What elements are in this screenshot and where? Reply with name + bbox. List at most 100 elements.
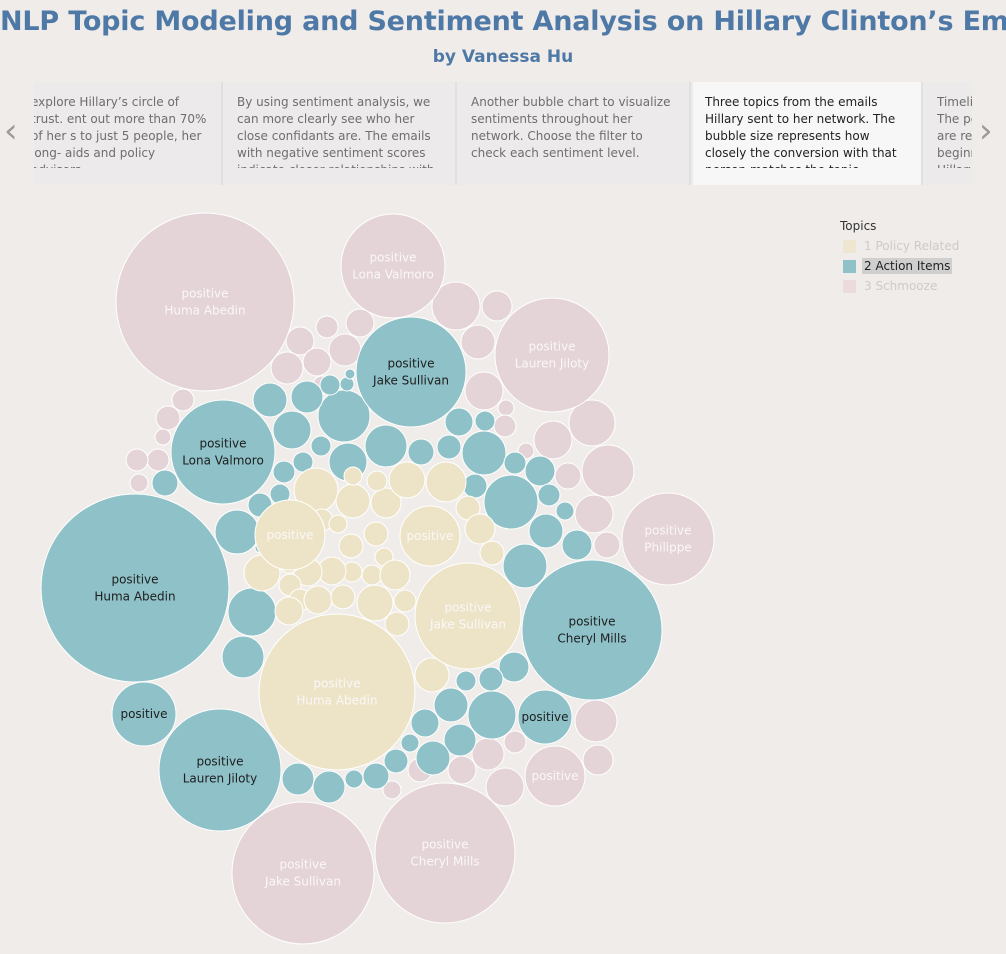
schmooze-filler-bubble[interactable] — [493, 414, 517, 438]
policy-filler-bubble[interactable] — [464, 513, 496, 545]
schmooze-filler-bubble[interactable] — [154, 428, 172, 446]
action-filler-bubble[interactable] — [214, 509, 260, 555]
policy-bubble-jake-sullivan[interactable] — [414, 562, 522, 670]
action-filler-bubble[interactable] — [524, 455, 556, 487]
legend-item-policy-related[interactable]: 1 Policy Related — [840, 236, 961, 256]
action-filler-bubble[interactable] — [433, 687, 469, 723]
action-filler-bubble[interactable] — [528, 513, 564, 549]
policy-filler-bubble[interactable] — [425, 461, 467, 503]
schmooze-filler-bubble[interactable] — [129, 473, 149, 493]
policy-filler-bubble[interactable] — [393, 589, 417, 613]
story-prev-arrow-icon[interactable]: ‹ — [4, 111, 18, 151]
policy-filler-bubble[interactable] — [338, 533, 364, 559]
action-filler-bubble[interactable] — [407, 438, 435, 466]
legend-item-schmooze[interactable]: 3 Schmooze — [840, 276, 961, 296]
action-filler-bubble[interactable] — [221, 635, 265, 679]
policy-filler-bubble[interactable] — [479, 540, 505, 566]
schmooze-filler-bubble[interactable] — [155, 405, 181, 431]
schmooze-filler-bubble[interactable] — [581, 444, 635, 498]
schmooze-filler-bubble[interactable] — [554, 462, 582, 490]
schmooze-filler-bubble[interactable] — [302, 347, 332, 377]
story-point-2[interactable]: By using sentiment analysis, we can more… — [225, 82, 457, 185]
schmooze-filler-bubble[interactable] — [285, 326, 315, 356]
action-filler-bubble[interactable] — [383, 748, 409, 774]
schmooze-bubble-huma-abedin[interactable] — [115, 212, 295, 392]
action-filler-bubble[interactable] — [483, 474, 539, 530]
action-bubble-jake-sullivan[interactable] — [355, 316, 467, 428]
action-filler-bubble[interactable] — [290, 380, 324, 414]
schmooze-filler-bubble[interactable] — [125, 448, 149, 472]
legend-item-action-items[interactable]: 2 Action Items — [840, 256, 961, 276]
schmooze-bubble-philippe[interactable] — [621, 492, 715, 586]
action-filler-bubble[interactable] — [410, 708, 440, 738]
action-filler-bubble[interactable] — [310, 435, 332, 457]
action-bubble-unnamed[interactable] — [111, 681, 177, 747]
action-filler-bubble[interactable] — [272, 410, 312, 450]
action-filler-bubble[interactable] — [474, 410, 496, 432]
schmooze-filler-bubble[interactable] — [533, 420, 573, 460]
action-filler-bubble[interactable] — [319, 374, 341, 396]
schmooze-filler-bubble[interactable] — [382, 780, 402, 800]
policy-filler-bubble[interactable] — [363, 521, 389, 547]
schmooze-filler-bubble[interactable] — [270, 351, 304, 385]
schmooze-filler-bubble[interactable] — [471, 737, 505, 771]
schmooze-filler-bubble[interactable] — [485, 767, 525, 807]
schmooze-bubble-cheryl-mills[interactable] — [374, 782, 516, 924]
schmooze-filler-bubble[interactable] — [582, 744, 614, 776]
schmooze-filler-bubble[interactable] — [503, 730, 527, 754]
schmooze-filler-bubble[interactable] — [328, 333, 362, 367]
schmooze-filler-bubble[interactable] — [315, 315, 339, 339]
policy-filler-bubble[interactable] — [356, 584, 394, 622]
policy-filler-bubble[interactable] — [361, 564, 383, 586]
action-bubble-lauren-jiloty[interactable] — [158, 708, 282, 832]
policy-filler-bubble[interactable] — [384, 611, 410, 637]
schmooze-bubble-unnamed[interactable] — [524, 745, 586, 807]
action-filler-bubble[interactable] — [281, 762, 315, 796]
policy-bubble-unnamed[interactable] — [399, 505, 461, 567]
schmooze-filler-bubble[interactable] — [497, 399, 515, 417]
action-filler-bubble[interactable] — [364, 424, 408, 468]
action-filler-bubble[interactable] — [478, 666, 504, 692]
policy-filler-bubble[interactable] — [366, 470, 388, 492]
action-bubble-lona-valmoro[interactable] — [170, 399, 276, 505]
schmooze-bubble-lona-valmoro[interactable] — [340, 213, 446, 319]
action-filler-bubble[interactable] — [462, 473, 488, 499]
schmooze-filler-bubble[interactable] — [574, 699, 618, 743]
policy-bubble-unnamed[interactable] — [254, 499, 326, 571]
action-filler-bubble[interactable] — [461, 430, 507, 476]
policy-filler-bubble[interactable] — [330, 584, 356, 610]
action-filler-bubble[interactable] — [537, 483, 561, 507]
action-filler-bubble[interactable] — [252, 382, 288, 418]
action-filler-bubble[interactable] — [555, 501, 575, 521]
policy-filler-bubble[interactable] — [379, 559, 411, 591]
schmooze-filler-bubble[interactable] — [345, 308, 375, 338]
policy-filler-bubble[interactable] — [303, 585, 333, 615]
action-filler-bubble[interactable] — [312, 770, 346, 804]
action-filler-bubble[interactable] — [467, 690, 517, 740]
action-filler-bubble[interactable] — [362, 762, 390, 790]
action-filler-bubble[interactable] — [561, 529, 593, 561]
schmooze-filler-bubble[interactable] — [568, 399, 616, 447]
schmooze-filler-bubble[interactable] — [464, 371, 504, 411]
action-filler-bubble[interactable] — [436, 434, 462, 460]
action-filler-bubble[interactable] — [503, 451, 527, 475]
schmooze-filler-bubble[interactable] — [460, 324, 496, 360]
action-filler-bubble[interactable] — [344, 769, 364, 789]
policy-filler-bubble[interactable] — [335, 483, 371, 519]
schmooze-bubble-jake-sullivan[interactable] — [231, 801, 375, 945]
action-filler-bubble[interactable] — [151, 469, 179, 497]
action-filler-bubble[interactable] — [444, 407, 474, 437]
policy-filler-bubble[interactable] — [370, 487, 402, 519]
policy-filler-bubble[interactable] — [343, 466, 363, 486]
action-filler-bubble[interactable] — [344, 368, 356, 380]
schmooze-filler-bubble[interactable] — [593, 531, 621, 559]
story-point-1[interactable]: explore Hillary’s circle of trust. ent o… — [34, 82, 223, 185]
action-filler-bubble[interactable] — [272, 460, 296, 484]
schmooze-filler-bubble[interactable] — [171, 388, 195, 412]
action-filler-bubble[interactable] — [502, 543, 548, 589]
action-bubble-huma-abedin[interactable] — [40, 493, 230, 683]
schmooze-filler-bubble[interactable] — [574, 494, 614, 534]
schmooze-filler-bubble[interactable] — [431, 281, 481, 331]
schmooze-filler-bubble[interactable] — [447, 755, 477, 785]
story-point-4[interactable]: Three topics from the emails Hillary sen… — [693, 82, 923, 185]
